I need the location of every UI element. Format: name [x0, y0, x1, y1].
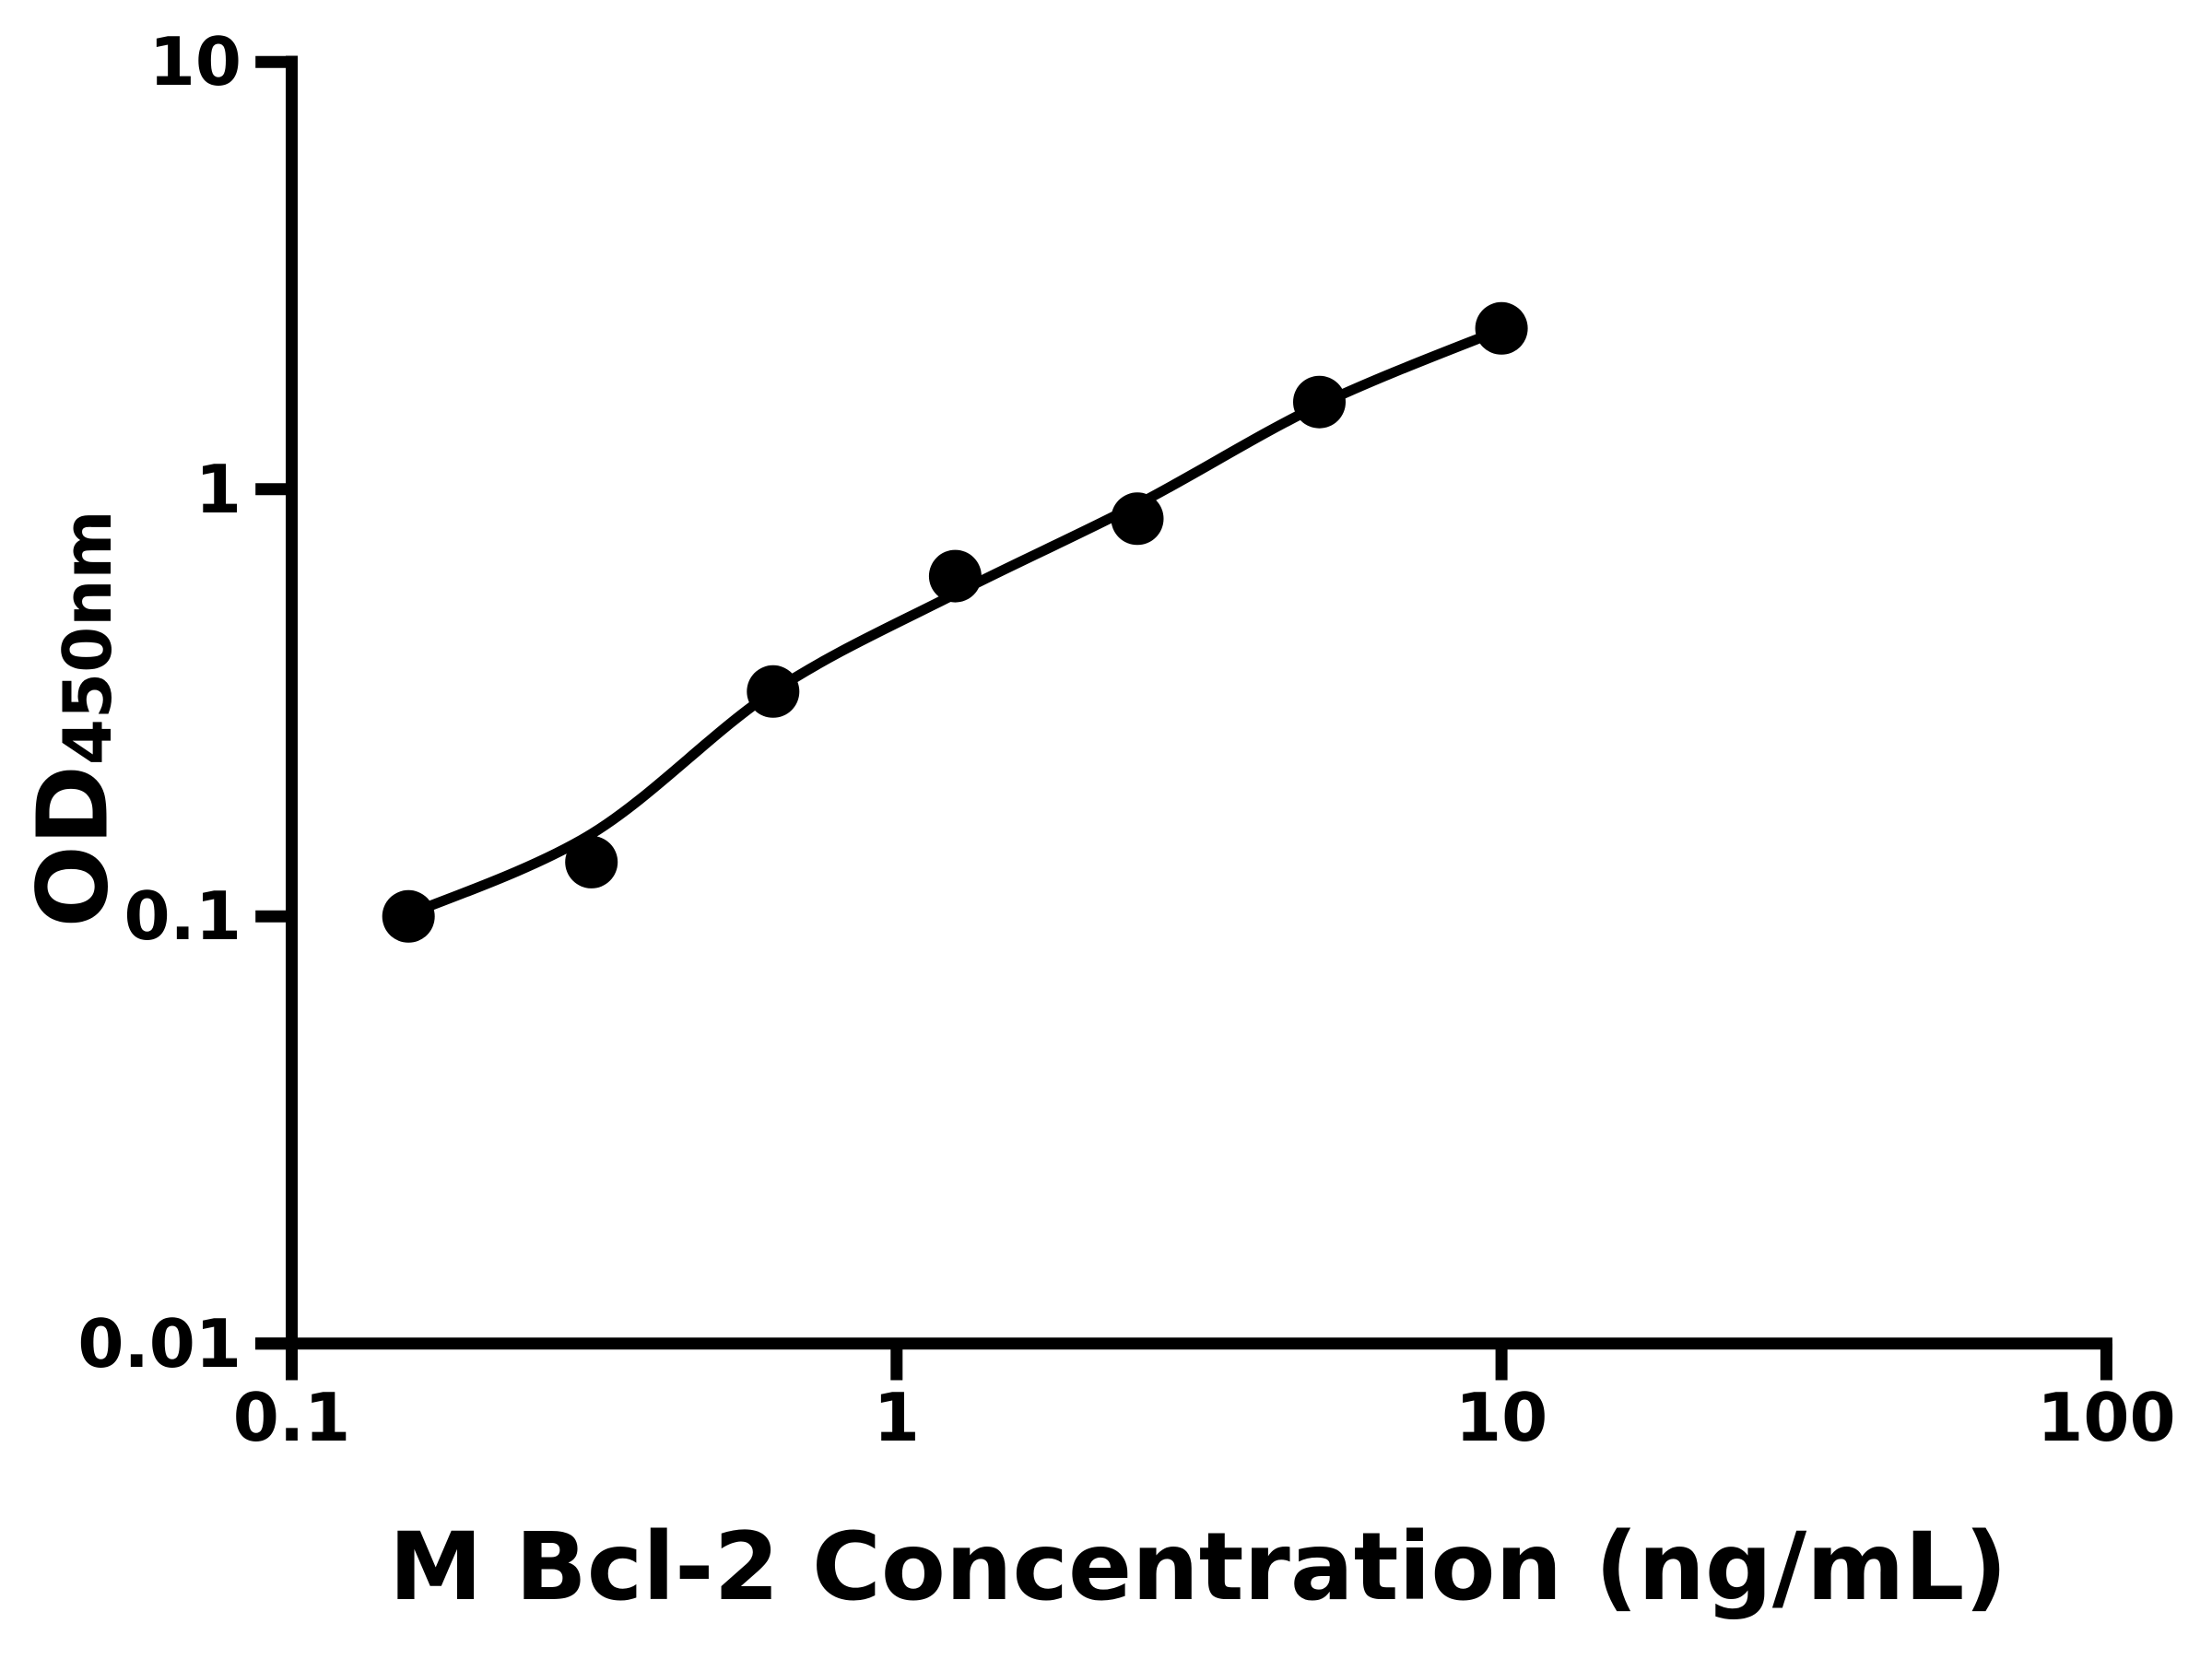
data-point-marker — [1111, 492, 1164, 546]
y-axis-title-main: OD — [17, 765, 130, 928]
data-point-marker — [747, 665, 800, 718]
y-tick-label-0.1: 0.1 — [124, 877, 241, 956]
y-axis-title-subscript: 450nm — [48, 510, 126, 766]
data-point-marker — [928, 549, 982, 603]
x-axis-title: M Bcl-2 Concentration (ng/mL) — [388, 1512, 2008, 1622]
y-tick-label-10: 10 — [148, 23, 241, 101]
x-tick-label-10: 10 — [1454, 1379, 1548, 1456]
axis-ticks — [255, 55, 2112, 1381]
x-tick-label-100: 100 — [2037, 1379, 2176, 1456]
y-tick-label-0.01: 0.01 — [77, 1304, 241, 1382]
data-point-marker — [1293, 375, 1346, 429]
y-tick-label-1: 1 — [194, 450, 241, 528]
data-points — [382, 301, 1528, 943]
x-tick-label-0.1: 0.1 — [232, 1379, 351, 1456]
y-axis-title: OD450nm — [18, 510, 130, 928]
data-point-marker — [382, 889, 435, 943]
data-point-marker — [1475, 301, 1528, 355]
x-tick-label-1: 1 — [873, 1379, 920, 1456]
data-point-marker — [565, 835, 618, 888]
